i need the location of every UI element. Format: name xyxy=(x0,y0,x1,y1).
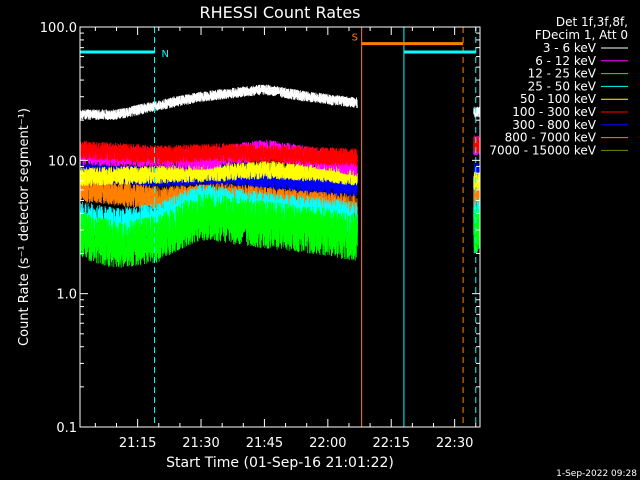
y-tick-label: 10.0 xyxy=(48,154,77,169)
legend-entry-label: 300 - 800 keV xyxy=(512,118,596,132)
plot-frame xyxy=(79,26,481,428)
legend-entry-label: 25 - 50 keV xyxy=(528,79,597,93)
series-layer xyxy=(79,84,481,268)
x-axis-label: Start Time (01-Sep-16 21:01:22) xyxy=(166,455,394,471)
series-line-0 xyxy=(79,84,358,121)
legend-entry-label: 6 - 12 keV xyxy=(535,54,597,68)
x-tick-label: 21:45 xyxy=(246,436,283,451)
legend-header-line-1: Det 1f,3f,8f, xyxy=(556,15,628,29)
legend-entry-label: 12 - 25 keV xyxy=(528,67,597,81)
x-tick-label: 21:15 xyxy=(119,436,156,451)
legend-entry-label: 3 - 6 keV xyxy=(543,41,597,55)
plot-area: NS xyxy=(79,26,481,428)
annotation-label: N xyxy=(162,49,169,60)
footer-timestamp: 1-Sep-2022 09:28 xyxy=(556,469,637,479)
legend-entry-label: 800 - 7000 keV xyxy=(505,131,597,145)
x-tick-label: 21:30 xyxy=(182,436,219,451)
legend-entry-label: 50 - 100 keV xyxy=(520,92,597,106)
series-line-tail-0 xyxy=(473,106,481,118)
y-tick-label: 100.0 xyxy=(40,21,77,36)
x-tick-label: 22:30 xyxy=(436,436,473,451)
legend-entry-label: 7000 - 15000 keV xyxy=(489,143,596,157)
series-line-2 xyxy=(79,193,358,268)
annotation-label: S xyxy=(352,33,358,44)
series-line-5 xyxy=(79,140,358,167)
y-axis-label: Count Rate (s⁻¹ detector segment⁻¹) xyxy=(17,108,32,346)
y-tick-label: 1.0 xyxy=(56,288,77,303)
chart-title: RHESSI Count Rates xyxy=(200,3,361,22)
legend-header-line-2: FDecim 1, Att 0 xyxy=(535,28,628,42)
x-tick-label: 22:00 xyxy=(309,436,346,451)
x-axis: 21:15 21:30 21:45 22:00 22:15 22:30 xyxy=(94,27,477,451)
series-line-tail-5 xyxy=(473,136,481,154)
x-tick-label: 22:15 xyxy=(373,436,410,451)
legend-entry-label: 100 - 300 keV xyxy=(512,105,596,119)
legend: Det 1f,3f,8f, FDecim 1, Att 0 3 - 6 keV6… xyxy=(489,15,628,157)
series-line-4 xyxy=(79,160,358,186)
y-axis: 0.1 1.0 10.0 100.0 xyxy=(40,21,480,436)
y-tick-label: 0.1 xyxy=(56,421,77,436)
